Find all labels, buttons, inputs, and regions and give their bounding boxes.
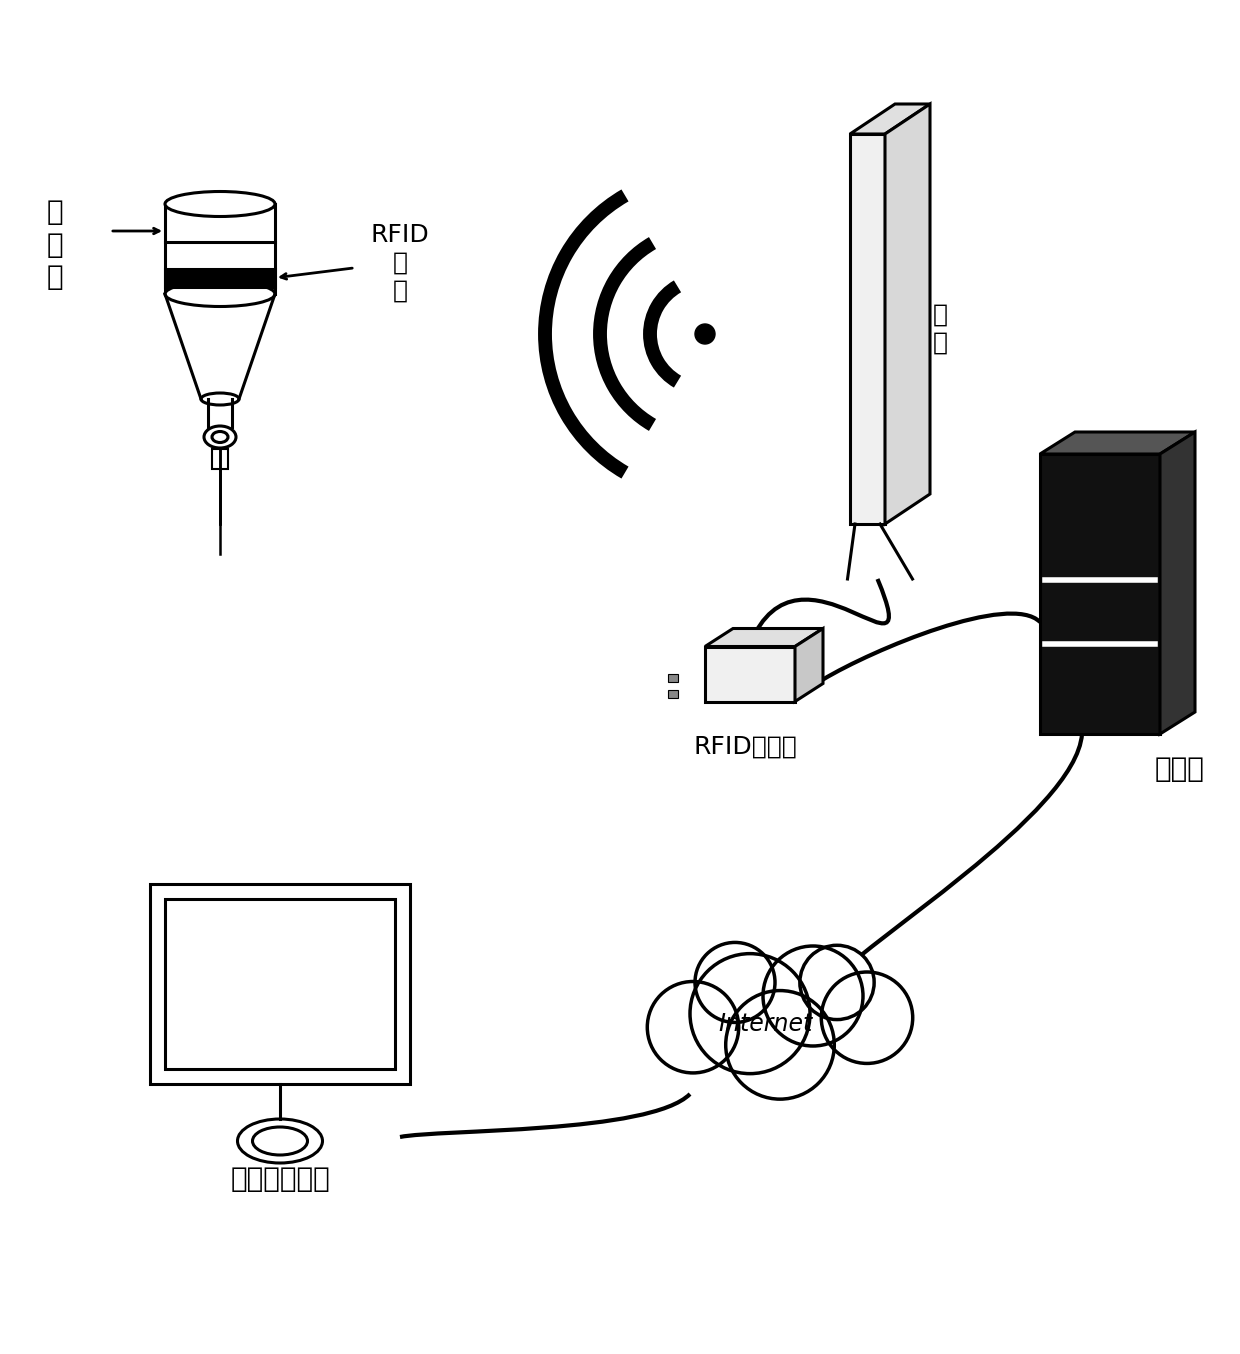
Text: Internet: Internet	[718, 1011, 812, 1036]
Circle shape	[763, 946, 863, 1047]
Circle shape	[647, 982, 739, 1072]
Polygon shape	[706, 628, 823, 646]
Bar	[668, 689, 678, 697]
Circle shape	[694, 942, 775, 1022]
Polygon shape	[795, 628, 823, 701]
Text: 监控系统终端: 监控系统终端	[231, 1164, 330, 1193]
Ellipse shape	[205, 427, 236, 448]
Polygon shape	[165, 204, 275, 294]
Polygon shape	[165, 899, 396, 1070]
Polygon shape	[706, 646, 795, 701]
Circle shape	[725, 991, 835, 1099]
Text: 服务器: 服务器	[1156, 756, 1205, 783]
Ellipse shape	[253, 1127, 308, 1155]
Ellipse shape	[165, 282, 275, 306]
Ellipse shape	[238, 1118, 322, 1163]
Text: RFID阅读器: RFID阅读器	[693, 734, 797, 758]
Polygon shape	[1040, 432, 1195, 454]
Polygon shape	[885, 104, 930, 524]
Text: RFID
标
签: RFID 标 签	[371, 223, 429, 302]
Text: 输
液
瓶: 输 液 瓶	[47, 198, 63, 291]
Polygon shape	[165, 269, 275, 287]
Circle shape	[689, 953, 810, 1074]
Bar	[668, 674, 678, 682]
Polygon shape	[849, 104, 930, 134]
Circle shape	[694, 324, 715, 344]
Ellipse shape	[165, 191, 275, 217]
Circle shape	[821, 972, 913, 1063]
Polygon shape	[150, 884, 410, 1085]
Text: 天
线: 天 线	[932, 303, 947, 355]
Polygon shape	[1040, 454, 1159, 734]
Circle shape	[800, 945, 874, 1020]
Polygon shape	[849, 134, 885, 524]
Polygon shape	[1159, 432, 1195, 734]
Ellipse shape	[201, 393, 239, 405]
